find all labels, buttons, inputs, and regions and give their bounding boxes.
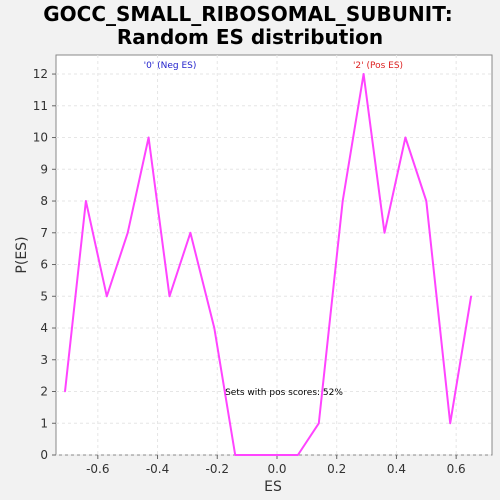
data-point — [425, 200, 428, 202]
plot-area — [55, 54, 493, 456]
y-tick-label: 4 — [40, 321, 48, 335]
data-point — [341, 200, 344, 202]
data-point — [297, 454, 299, 456]
y-tick-label: 10 — [33, 131, 48, 145]
data-point — [255, 454, 257, 456]
x-tick-label: 0.4 — [387, 462, 406, 476]
data-point — [189, 231, 192, 234]
y-axis-label: P(ES) — [14, 236, 30, 273]
y-tick-label: 0 — [40, 448, 48, 462]
y-tick-label: 8 — [40, 194, 48, 208]
x-tick-label: 0.0 — [267, 462, 286, 476]
y-tick-label: 2 — [40, 385, 48, 399]
x-tick-label: 0.2 — [327, 462, 346, 476]
data-point — [470, 295, 472, 298]
data-point — [449, 422, 451, 425]
y-tick-label: 11 — [33, 99, 48, 113]
y-tick-label: 3 — [40, 353, 48, 367]
x-tick-label: -0.2 — [206, 462, 229, 476]
chart-title-line1: GOCC_SMALL_RIBOSOMAL_SUBUNIT: — [43, 2, 453, 26]
y-tick-label: 12 — [33, 67, 48, 81]
data-point — [383, 231, 386, 234]
y-tick-label: 7 — [40, 226, 48, 240]
data-point — [213, 327, 216, 329]
y-tick-label: 6 — [40, 258, 48, 272]
chart-title-line2: Random ES distribution — [117, 25, 383, 49]
x-tick-label: 0.6 — [447, 462, 466, 476]
data-point — [168, 295, 171, 298]
neg-es-label: '0' (Neg ES) — [144, 61, 197, 71]
data-point — [234, 454, 236, 456]
x-axis-label: ES — [264, 479, 282, 495]
series-line — [64, 73, 473, 456]
y-tick-label: 9 — [40, 162, 48, 176]
y-tick-label: 1 — [40, 416, 48, 430]
data-point — [85, 200, 87, 202]
data-point — [362, 73, 365, 75]
data-point — [404, 136, 407, 139]
x-tick-label: -0.6 — [86, 462, 109, 476]
data-point — [105, 295, 108, 298]
data-point — [64, 390, 66, 393]
x-tick-label: -0.4 — [146, 462, 169, 476]
data-point — [147, 136, 150, 139]
y-tick-label: 5 — [40, 289, 48, 303]
pos-scores-annotation: Sets with pos scores: 52% — [225, 388, 343, 398]
data-point — [317, 422, 320, 425]
data-point — [276, 454, 278, 456]
data-point — [126, 231, 129, 234]
pos-es-label: '2' (Pos ES) — [353, 61, 403, 71]
series-layer — [64, 73, 473, 456]
